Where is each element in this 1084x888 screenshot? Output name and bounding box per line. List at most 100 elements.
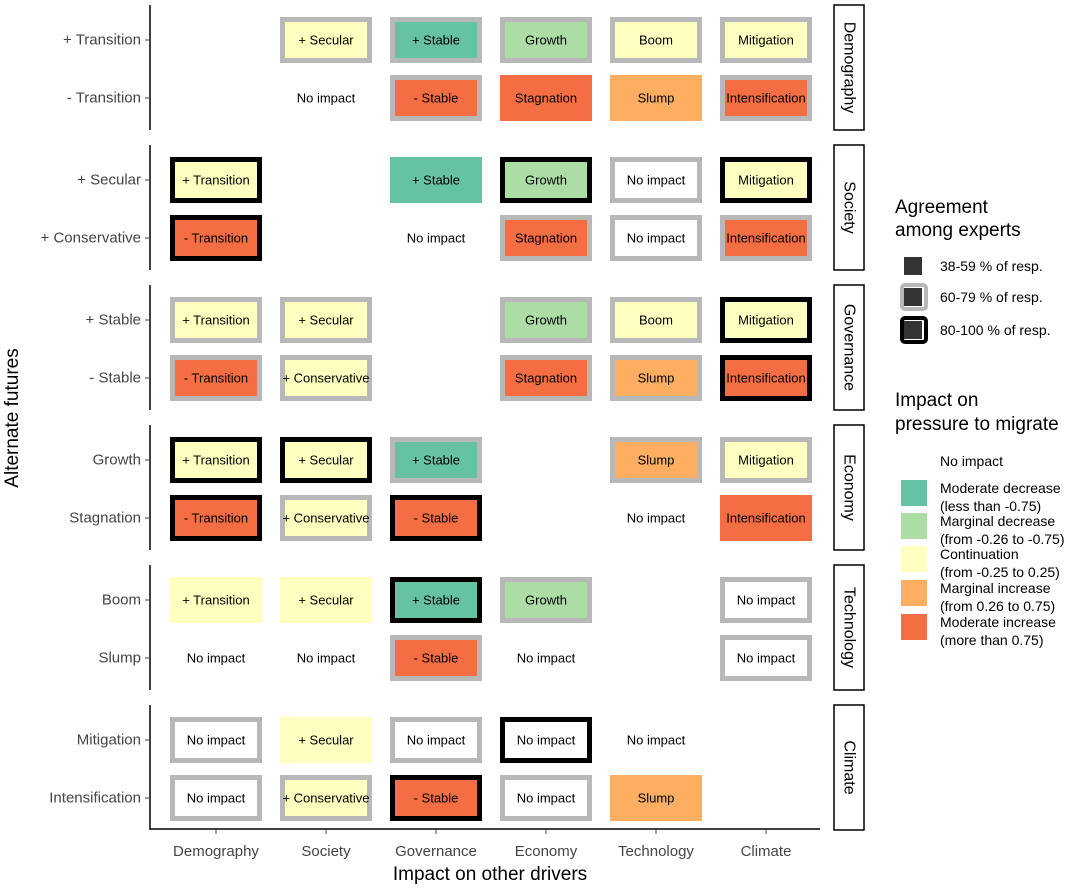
legend-agreement-key [904, 288, 922, 306]
x-tick-label: Demography [173, 843, 259, 860]
cell-label: - Stable [414, 511, 459, 526]
cell-label: Growth [525, 173, 567, 188]
heatmap-cell [170, 577, 262, 623]
cell-label: + Stable [412, 33, 460, 48]
y-tick-label: + Secular [77, 172, 141, 189]
cell-label: Boom [639, 33, 673, 48]
cell-label: + Conservative [282, 511, 369, 526]
legend-agreement-key [904, 321, 922, 339]
panel-strip-label: Economy [841, 454, 858, 521]
cell-label: Slump [638, 791, 675, 806]
panel-strip-label: Society [841, 181, 858, 233]
cell-label: + Secular [298, 733, 354, 748]
heatmap-cell [170, 635, 262, 681]
heatmap-cell [610, 215, 702, 261]
panel-strip-label: Demography [841, 22, 858, 114]
legend-agreement-title: among experts [895, 220, 1021, 241]
legend-agreement-label: 80-100 % of resp. [940, 322, 1051, 338]
cell-label: No impact [407, 733, 466, 748]
heatmap-cell [170, 355, 262, 401]
cell-label: - Stable [414, 651, 459, 666]
cell-label: No impact [187, 733, 246, 748]
heatmap-cell [500, 717, 592, 763]
panel-strip-label: Climate [841, 740, 858, 794]
legend-impact-label: (from -0.26 to -0.75) [940, 531, 1065, 547]
y-tick-label: Stagnation [69, 510, 141, 527]
heatmap-cell [170, 775, 262, 821]
cell-label: + Secular [298, 593, 354, 608]
legend-impact-key [901, 614, 927, 640]
panel-strip-label: Technology [841, 587, 858, 668]
heatmap-cell [280, 75, 372, 121]
y-tick-label: Slump [98, 650, 141, 667]
cell-label: + Transition [182, 593, 250, 608]
cell-label: No impact [297, 91, 356, 106]
cell-label: Growth [525, 33, 567, 48]
heatmap-cell [500, 577, 592, 623]
legend-impact-key [901, 513, 927, 539]
heatmap-cell [170, 717, 262, 763]
heatmap-cell [720, 355, 812, 401]
cell-label: + Stable [412, 453, 460, 468]
legend-impact-label: Continuation [940, 546, 1019, 562]
cell-label: Growth [525, 593, 567, 608]
heatmap-cell [720, 495, 812, 541]
legend-impact-label: Moderate increase [940, 614, 1056, 630]
heatmap-cell [500, 215, 592, 261]
cell-label: Mitigation [738, 313, 794, 328]
legend-impact-key [901, 546, 927, 572]
cell-label: Slump [638, 453, 675, 468]
cell-label: - Stable [414, 91, 459, 106]
legend-impact-label: Marginal increase [940, 580, 1051, 596]
legend-impact-label: (from 0.26 to 0.75) [940, 598, 1055, 614]
cell-label: No impact [627, 231, 686, 246]
cell-label: No impact [407, 231, 466, 246]
heatmap-cell [390, 17, 482, 63]
heatmap-cell [610, 717, 702, 763]
cell-label: No impact [297, 651, 356, 666]
heatmap-cell [390, 635, 482, 681]
cell-label: - Transition [184, 231, 248, 246]
heatmap-cell [500, 75, 592, 121]
cell-label: No impact [627, 511, 686, 526]
cell-label: + Stable [412, 593, 460, 608]
legend-impact-key [901, 480, 927, 506]
legend-agreement-key-border [900, 283, 928, 311]
cell-label: Slump [638, 91, 675, 106]
heatmap-cell [390, 495, 482, 541]
cell-label: Slump [638, 371, 675, 386]
panel-strip [833, 284, 865, 411]
heatmap-cell [720, 215, 812, 261]
legend-impact-label: (more than 0.75) [940, 632, 1044, 648]
heatmap-cell [720, 437, 812, 483]
heatmap-cell [390, 717, 482, 763]
cell-label: - Stable [414, 791, 459, 806]
panel-strip [833, 564, 865, 691]
cell-label: No impact [517, 651, 576, 666]
cell-label: No impact [517, 733, 576, 748]
cell-label: No impact [737, 593, 796, 608]
heatmap-cell [280, 495, 372, 541]
heatmap-cell [390, 577, 482, 623]
heatmap-cell [720, 75, 812, 121]
heatmap-cell [500, 355, 592, 401]
y-tick-label: Mitigation [77, 732, 141, 749]
legend-impact-title: pressure to migrate [895, 414, 1059, 435]
x-tick-label: Society [301, 843, 351, 860]
cell-label: - Transition [184, 371, 248, 386]
heatmap-cell [280, 635, 372, 681]
heatmap-cell [500, 297, 592, 343]
heatmap-cell [280, 297, 372, 343]
y-tick-label: + Conservative [41, 230, 141, 247]
legend-impact-label: Moderate decrease [940, 480, 1061, 496]
heatmap-cell [610, 437, 702, 483]
cell-label: + Transition [182, 313, 250, 328]
heatmap-cell [610, 495, 702, 541]
y-axis-title: Alternate futures [2, 348, 23, 487]
heatmap-cell [280, 437, 372, 483]
heatmap-cell [610, 775, 702, 821]
cell-label: Intensification [726, 231, 806, 246]
cell-label: Stagnation [515, 91, 577, 106]
heatmap-cell [390, 75, 482, 121]
